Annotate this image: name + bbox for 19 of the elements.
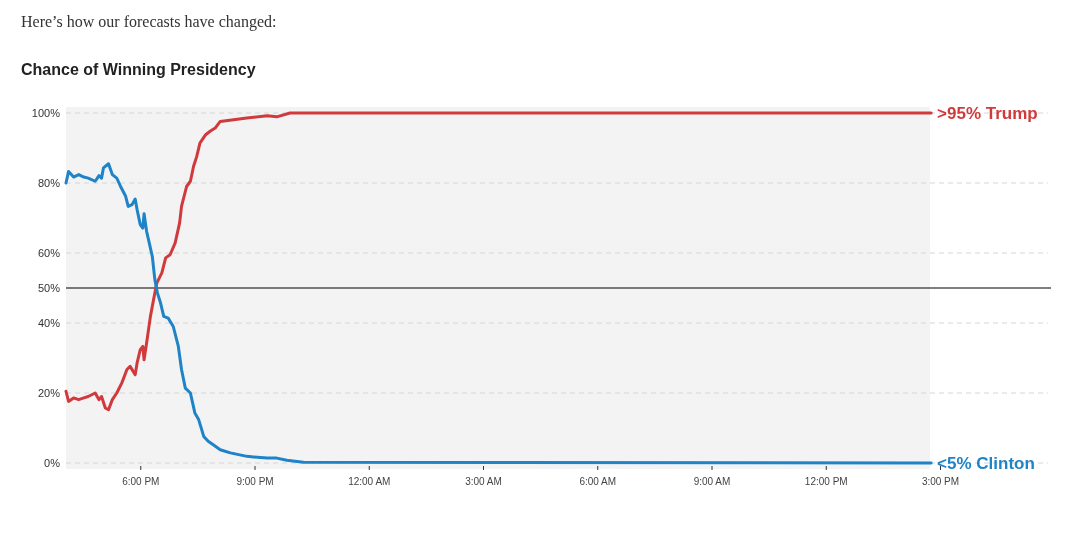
y-tick-label: 0% [44,457,61,470]
chart-subtitle: Here’s how our forecasts have changed: [21,13,277,31]
y-tick-label: 20% [37,387,61,400]
x-tick-label: 12:00 AM [348,476,391,488]
x-tick-label: 3:00 PM [921,476,960,488]
x-tick-label: 9:00 PM [236,476,274,488]
series-label: <5% Clinton [937,454,1035,473]
y-tick-label: 60% [37,247,61,260]
y-tick-label: 100% [31,107,61,120]
x-tick-label: 6:00 PM [122,476,160,488]
x-tick-label: 3:00 AM [465,476,502,488]
y-tick-label: 50% [37,282,61,295]
x-tick-label: 6:00 AM [579,476,617,488]
y-tick-label: 80% [37,177,61,190]
series-label: >95% Trump [937,104,1038,123]
y-tick-label: 40% [37,317,61,330]
chart-title: Chance of Winning Presidency [21,61,256,78]
x-tick-label: 9:00 AM [693,476,731,488]
x-tick-label: 12:00 PM [804,476,848,488]
